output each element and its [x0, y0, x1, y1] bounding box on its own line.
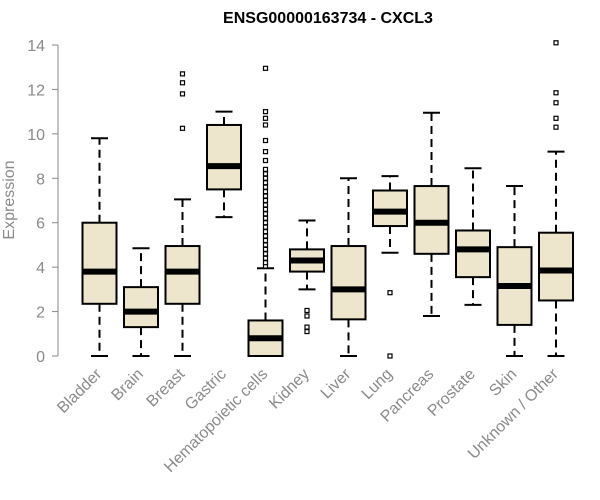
- outlier-point: [304, 313, 310, 319]
- box-iqr: [81, 221, 118, 305]
- box-iqr: [538, 231, 574, 302]
- box-iqr: [206, 123, 242, 191]
- outlier-point: [262, 202, 269, 208]
- outlier-point: [262, 65, 269, 71]
- y-tick-label: 6: [36, 216, 45, 233]
- outlier-point: [262, 137, 269, 144]
- outlier-point: [179, 80, 186, 86]
- outlier-point: [387, 353, 393, 359]
- outlier-point: [262, 215, 269, 221]
- y-tick-label: 10: [27, 127, 45, 144]
- box-bladder: [81, 137, 118, 357]
- box-lung: [372, 175, 408, 359]
- outlier-point: [262, 233, 269, 239]
- outlier-point: [262, 220, 269, 226]
- boxes-group: [81, 40, 574, 359]
- outlier-point: [179, 125, 186, 131]
- outlier-point: [179, 91, 186, 97]
- x-category-label: Bladder: [54, 365, 105, 416]
- y-axis-label: Expression: [1, 160, 18, 239]
- outlier-point: [262, 242, 269, 248]
- outlier-point: [262, 189, 269, 195]
- outlier-point: [262, 115, 269, 121]
- outlier-point: [262, 193, 269, 199]
- outlier-point: [262, 109, 269, 115]
- outlier-point: [304, 328, 310, 335]
- box-breast: [164, 71, 201, 357]
- outlier-point: [262, 251, 269, 257]
- outlier-point: [179, 71, 186, 77]
- x-category-label: Brain: [108, 366, 146, 404]
- outlier-point: [262, 237, 269, 244]
- outlier-point: [262, 206, 269, 212]
- outlier-point: [262, 246, 269, 252]
- box-brain: [123, 247, 159, 357]
- outlier-point: [387, 290, 393, 296]
- box-iqr: [455, 229, 491, 279]
- outlier-point: [262, 255, 269, 261]
- x-category-label: Kidney: [266, 366, 313, 413]
- outlier-point: [553, 124, 559, 130]
- box-prostate: [455, 167, 491, 306]
- y-tick-label: 14: [27, 38, 45, 55]
- y-tick-label: 8: [36, 171, 45, 188]
- x-category-label: Skin: [486, 366, 520, 400]
- outlier-point: [304, 307, 310, 314]
- box-pancreas: [413, 111, 450, 318]
- outlier-point: [553, 40, 559, 46]
- box-iqr: [372, 189, 408, 228]
- outlier-point: [262, 224, 269, 230]
- outlier-point: [553, 115, 559, 121]
- x-category-label: Lung: [359, 366, 396, 403]
- box-iqr: [330, 245, 367, 321]
- y-tick-label: 4: [36, 260, 45, 277]
- outlier-point: [262, 197, 269, 204]
- outlier-point: [262, 260, 269, 266]
- y-tick-label: 2: [36, 305, 45, 322]
- box-kidney: [289, 219, 325, 335]
- outlier-point: [262, 184, 269, 190]
- box-iqr: [164, 245, 201, 305]
- outlier-point: [262, 229, 269, 235]
- chart-title: ENSG00000163734 - CXCL3: [223, 10, 433, 27]
- outlier-point: [304, 324, 310, 330]
- outlier-point: [262, 149, 269, 155]
- outlier-point: [262, 157, 269, 164]
- box-gastric: [206, 110, 242, 219]
- x-category-label: Breast: [144, 365, 189, 410]
- outlier-point: [262, 171, 269, 177]
- outlier-point: [262, 175, 269, 181]
- outlier-point: [262, 211, 269, 217]
- y-axis: 0 2 4 6 8 10 12 14: [27, 38, 59, 366]
- outlier-point: [262, 122, 269, 128]
- box-skin: [496, 185, 533, 357]
- y-tick-label: 0: [36, 349, 45, 366]
- outlier-point: [553, 100, 559, 106]
- box-unknown-other: [538, 40, 574, 357]
- y-tick-label: 12: [27, 82, 45, 99]
- outlier-point: [262, 180, 269, 186]
- x-category-label: Liver: [318, 365, 355, 402]
- box-liver: [330, 177, 367, 357]
- box-iqr: [123, 286, 159, 329]
- outlier-point: [553, 90, 559, 96]
- box-hematopoietic-cells: [247, 65, 284, 358]
- outlier-point: [262, 166, 269, 172]
